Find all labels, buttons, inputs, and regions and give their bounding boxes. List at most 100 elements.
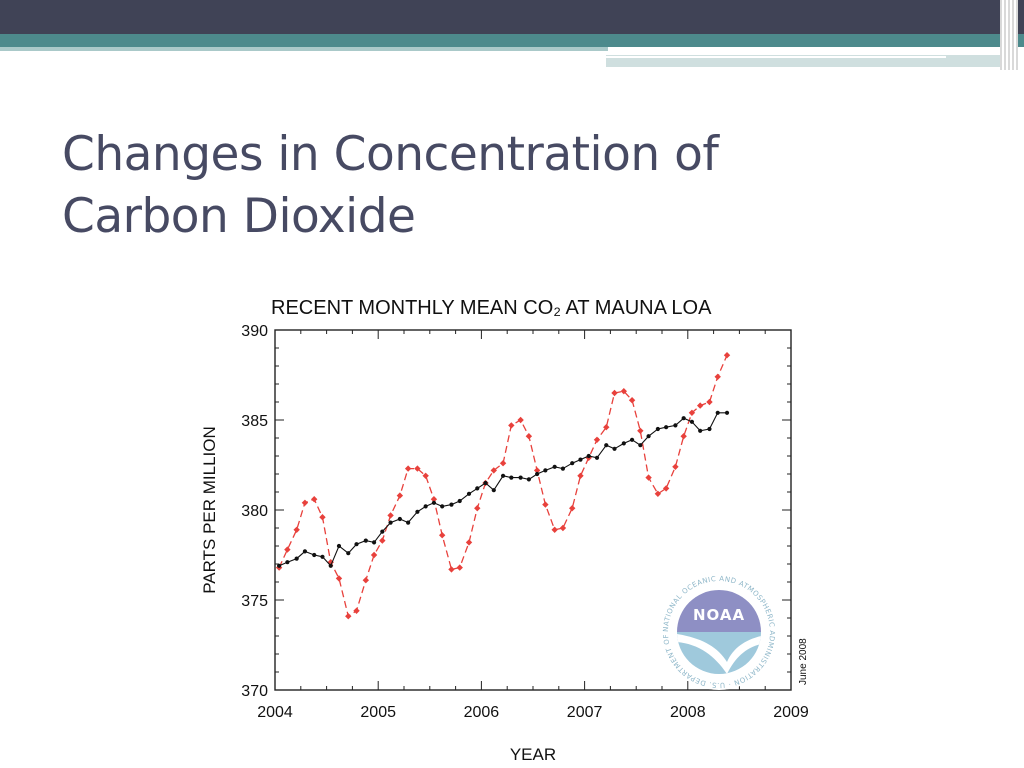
data-point (294, 556, 299, 561)
data-point (474, 505, 481, 512)
x-tick-label: 2007 (567, 704, 603, 721)
data-point (354, 542, 359, 547)
data-point (312, 552, 317, 558)
data-point (311, 496, 318, 503)
data-point (466, 491, 472, 496)
data-point (517, 416, 524, 424)
data-point (319, 514, 326, 521)
data-point (525, 433, 533, 440)
series-0 (275, 352, 731, 620)
slide-title-line-2: Carbon Dioxide (62, 189, 416, 244)
data-point (543, 468, 548, 473)
y-tick-label: 380 (241, 503, 268, 520)
data-point (422, 472, 429, 479)
data-point (490, 467, 497, 474)
data-point (363, 538, 368, 543)
data-point (654, 490, 662, 497)
series-line-0 (278, 354, 728, 618)
data-point (559, 524, 567, 532)
data-point (438, 532, 446, 539)
data-point (431, 500, 437, 505)
x-axis-label: YEAR (510, 745, 556, 764)
data-point (293, 526, 300, 533)
data-point (404, 465, 412, 472)
data-point (672, 463, 679, 470)
axis-ticks (274, 329, 792, 691)
data-point (688, 409, 696, 416)
data-point (638, 443, 643, 448)
data-point (370, 551, 378, 559)
data-point (621, 441, 626, 446)
y-tick-label: 385 (241, 413, 268, 430)
data-point (689, 419, 695, 424)
data-point (491, 488, 496, 493)
series-1 (277, 410, 730, 568)
data-point (335, 575, 343, 582)
data-point (526, 477, 531, 482)
right-accent-bar (606, 55, 1006, 67)
data-point (594, 455, 600, 460)
data-point (396, 492, 404, 499)
teal-banner (0, 34, 1024, 47)
y-axis-label: PARTS PER MILLION (200, 426, 219, 594)
data-point (560, 466, 566, 471)
data-point (611, 389, 618, 397)
slide-title-line-1: Changes in Concentration of (62, 127, 719, 182)
x-tick-labels: 2004 2005 2006 2007 2008 2009 (257, 704, 809, 721)
data-point (423, 504, 428, 509)
data-point (715, 410, 720, 415)
data-point (285, 560, 290, 565)
data-point (603, 424, 610, 431)
top-banner (0, 0, 1024, 34)
data-point (301, 499, 309, 506)
data-point (569, 505, 576, 512)
data-point (277, 563, 282, 568)
data-point (646, 434, 651, 439)
noaa-logo: NATIONAL OCEANIC AND ATMOSPHERIC ADMINIS… (661, 574, 777, 690)
data-point (284, 546, 291, 553)
date-stamp: June 2008 (798, 638, 809, 685)
x-tick-label: 2006 (464, 704, 500, 721)
data-point (302, 549, 308, 554)
data-point (551, 526, 558, 533)
data-point (380, 529, 385, 534)
data-point (457, 498, 462, 504)
data-point (353, 607, 360, 614)
data-point (440, 504, 445, 509)
data-point (681, 416, 686, 421)
data-point (483, 480, 488, 486)
logo-text: NOAA (693, 606, 745, 624)
data-point (578, 457, 583, 462)
data-point (508, 422, 515, 429)
data-point (499, 460, 507, 467)
co2-chart: RECENT MONTHLY MEAN CO₂ AT MAUNA LOA 200… (200, 297, 809, 764)
data-point (500, 473, 506, 478)
y-tick-label: 375 (241, 593, 268, 610)
data-point (723, 352, 731, 359)
data-point (535, 471, 540, 477)
data-point (724, 410, 730, 415)
chart-title: RECENT MONTHLY MEAN CO₂ AT MAUNA LOA (271, 297, 712, 319)
data-point (406, 520, 411, 525)
data-point (680, 433, 687, 440)
data-point (388, 520, 393, 525)
data-point (577, 472, 584, 479)
x-tick-label: 2009 (773, 704, 809, 721)
data-point (379, 537, 386, 544)
x-tick-label: 2004 (257, 704, 293, 721)
logo-bird (677, 634, 761, 674)
right-accent-line (606, 56, 946, 58)
data-point (629, 437, 635, 442)
data-point (449, 502, 454, 507)
data-point (336, 543, 342, 549)
data-point (673, 423, 678, 428)
data-point (346, 551, 351, 556)
data-point (552, 464, 557, 469)
data-point (664, 425, 669, 430)
data-point (465, 539, 473, 546)
data-point (362, 577, 370, 584)
series-layer (275, 352, 731, 620)
data-point (415, 509, 420, 514)
data-point (628, 397, 636, 404)
data-point (320, 554, 325, 559)
